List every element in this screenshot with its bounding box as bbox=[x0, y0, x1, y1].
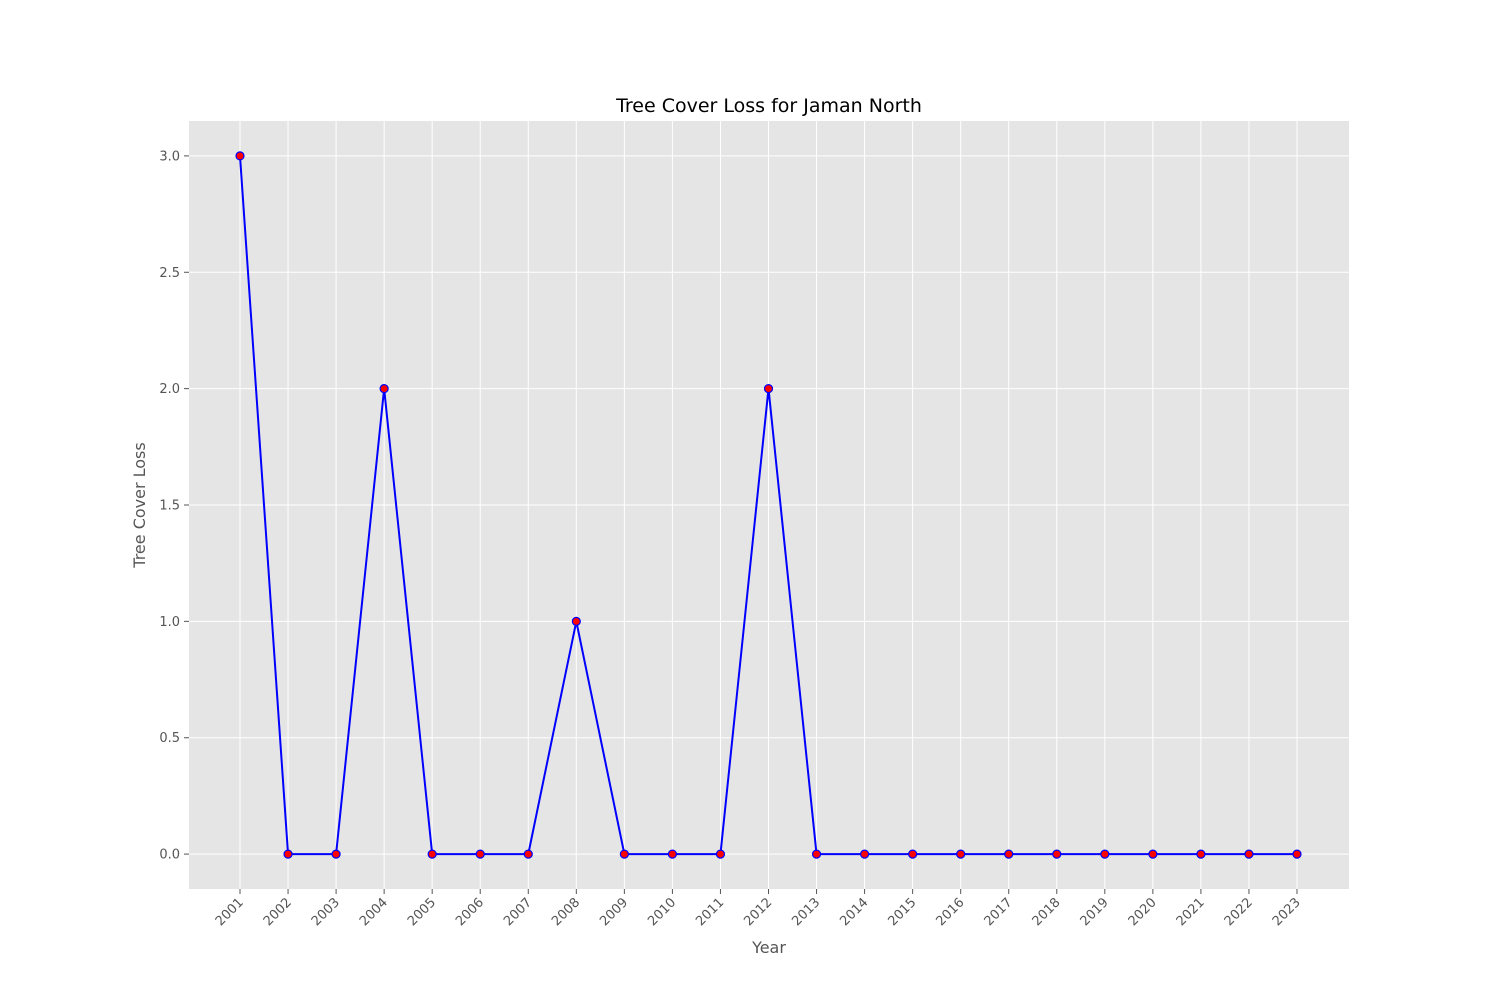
data-point bbox=[523, 849, 533, 859]
y-tick-label: 2.0 bbox=[159, 382, 180, 397]
x-tick-label: 2017 bbox=[982, 895, 1016, 929]
x-tick-label: 2003 bbox=[309, 895, 343, 929]
x-tick-label: 2006 bbox=[453, 895, 487, 929]
data-point bbox=[667, 849, 678, 859]
data-point bbox=[331, 849, 341, 859]
data-point bbox=[427, 849, 437, 859]
x-tick-label: 2019 bbox=[1078, 895, 1112, 929]
x-tick-label: 2022 bbox=[1222, 895, 1256, 929]
x-tick-label: 2021 bbox=[1174, 895, 1208, 929]
data-point bbox=[811, 849, 822, 859]
x-tick-label: 2023 bbox=[1270, 895, 1304, 929]
y-tick-label: 0.0 bbox=[159, 848, 180, 863]
x-tick-label: 2005 bbox=[405, 895, 439, 929]
x-tick-label: 2008 bbox=[549, 895, 583, 929]
data-point bbox=[283, 849, 293, 859]
x-tick-label: 2011 bbox=[693, 895, 727, 929]
data-point bbox=[1100, 849, 1110, 859]
x-tick-label: 2013 bbox=[789, 895, 823, 929]
data-point bbox=[475, 849, 485, 859]
x-tick-label: 2009 bbox=[597, 895, 631, 929]
y-tick-label: 0.5 bbox=[159, 731, 180, 746]
data-point bbox=[619, 849, 629, 859]
x-tick-label: 2001 bbox=[213, 895, 247, 929]
data-point bbox=[1004, 849, 1014, 859]
y-tick-label: 2.5 bbox=[159, 266, 180, 281]
data-point bbox=[715, 849, 726, 859]
data-point bbox=[1196, 849, 1206, 859]
y-tick-label: 3.0 bbox=[159, 149, 180, 164]
x-tick-label: 2010 bbox=[645, 895, 679, 929]
x-tick-label: 2014 bbox=[837, 895, 871, 929]
y-axis-ticks: 0.0 0.5 1.0 1.5 2.0 2.5 3.0 bbox=[159, 149, 189, 863]
x-tick-label: 2012 bbox=[741, 895, 775, 929]
y-axis-label: Tree Cover Loss bbox=[130, 442, 149, 568]
x-tick-label: 2007 bbox=[501, 895, 535, 929]
data-point bbox=[859, 849, 870, 859]
x-axis-ticks: 2001 2002 2003 2004 2005 2006 2007 2008 2009 2010… bbox=[213, 889, 1304, 929]
data-point bbox=[1244, 849, 1254, 859]
data-point bbox=[1292, 849, 1302, 859]
chart-title: Tree Cover Loss for Jaman North bbox=[615, 95, 922, 117]
data-point bbox=[956, 849, 966, 859]
y-tick-label: 1.5 bbox=[159, 499, 180, 514]
grid bbox=[189, 121, 1349, 889]
data-point bbox=[571, 616, 581, 626]
data-points bbox=[235, 151, 1302, 859]
data-point bbox=[763, 384, 774, 394]
data-point bbox=[379, 384, 389, 394]
y-tick-label: 1.0 bbox=[159, 615, 180, 630]
x-tick-label: 2016 bbox=[934, 895, 968, 929]
data-point bbox=[1052, 849, 1062, 859]
x-axis-label: Year bbox=[751, 938, 786, 957]
data-point bbox=[908, 849, 918, 859]
x-tick-label: 2020 bbox=[1126, 895, 1160, 929]
x-tick-label: 2004 bbox=[357, 895, 391, 929]
data-point bbox=[235, 151, 245, 161]
x-tick-label: 2015 bbox=[885, 895, 919, 929]
x-tick-label: 2018 bbox=[1030, 895, 1064, 929]
x-tick-label: 2002 bbox=[261, 895, 295, 929]
data-point bbox=[1148, 849, 1158, 859]
